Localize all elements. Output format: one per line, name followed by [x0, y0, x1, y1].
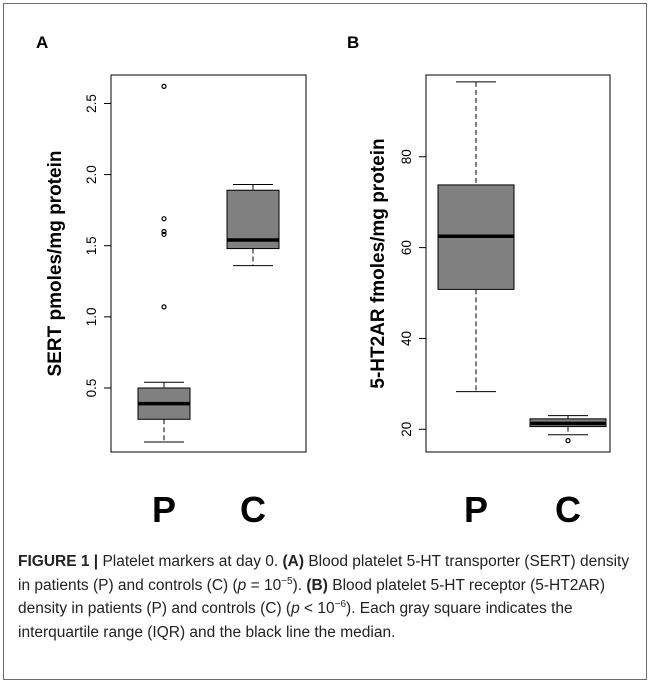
box-c — [226, 184, 280, 267]
outlier-point — [161, 228, 167, 235]
y-tick-label: 60 — [399, 240, 414, 255]
y-tick-label: 1.0 — [84, 307, 99, 326]
y-tick-label: 1.5 — [84, 236, 99, 255]
plot-frame — [425, 74, 611, 453]
figure-frame — [3, 3, 647, 680]
caption-title: Platelet markers at day 0. — [98, 553, 283, 570]
box-p — [137, 83, 191, 443]
caption-a-text: Blood platelet 5-HT transporter (SERT) d… — [18, 553, 630, 594]
caption-b-exponent: −6 — [334, 598, 347, 610]
outlier-point — [161, 304, 167, 310]
panel-b-chart: B 20 40 60 80 5-HT2AR fmoles/mg protein P C — [347, 33, 611, 530]
y-tick-label: 80 — [399, 149, 414, 164]
caption-a-exponent: −5 — [281, 575, 293, 587]
y-axis-title: SERT pmoles/mg protein — [45, 151, 66, 377]
category-label: C — [555, 489, 581, 530]
y-tick-label: 40 — [399, 331, 414, 346]
panel-label: A — [36, 33, 48, 52]
p-symbol: p — [291, 600, 300, 617]
panel-a-chart: A 0.5 1.0 1.5 2.0 2.5 SERT pmoles/mg protein P C — [36, 33, 307, 530]
y-tick-label: 20 — [399, 422, 414, 437]
caption-a-equals: = 10 — [246, 576, 282, 594]
box-c — [529, 415, 607, 444]
caption-b-close: ). Each gray square indicates the interq… — [18, 600, 573, 641]
outlier-point — [565, 438, 571, 444]
category-label: C — [240, 489, 266, 530]
outlier-point — [161, 231, 167, 237]
caption-b-label: (B) — [306, 576, 328, 594]
p-symbol: p — [237, 576, 247, 594]
figure-label: FIGURE 1 | — [18, 553, 99, 570]
y-tick-label: 2.5 — [84, 94, 99, 113]
panel-label: B — [347, 33, 359, 52]
caption-a-label: (A) — [282, 553, 305, 570]
category-label: P — [464, 489, 488, 530]
caption-b-text: Blood platelet 5-HT receptor (5-HT2AR) d… — [18, 576, 606, 618]
caption-a-close: ). — [292, 576, 307, 594]
figure-panels: A 0.5 1.0 1.5 2.0 2.5 SERT pmoles/mg protein P C… — [36, 33, 611, 530]
y-tick-label: 2.0 — [84, 165, 99, 184]
caption-b-less: < 10 — [299, 600, 335, 617]
figure-caption: FIGURE 1 | Platelet markers at day 0. (A… — [18, 550, 630, 644]
y-tick-label: 0.5 — [84, 379, 99, 398]
category-label: P — [152, 489, 176, 530]
outlier-point — [161, 216, 167, 222]
y-axis-title: 5-HT2AR fmoles/mg protein — [368, 138, 389, 388]
box-p — [437, 81, 515, 393]
outlier-point — [161, 83, 167, 89]
plot-frame — [110, 74, 307, 453]
